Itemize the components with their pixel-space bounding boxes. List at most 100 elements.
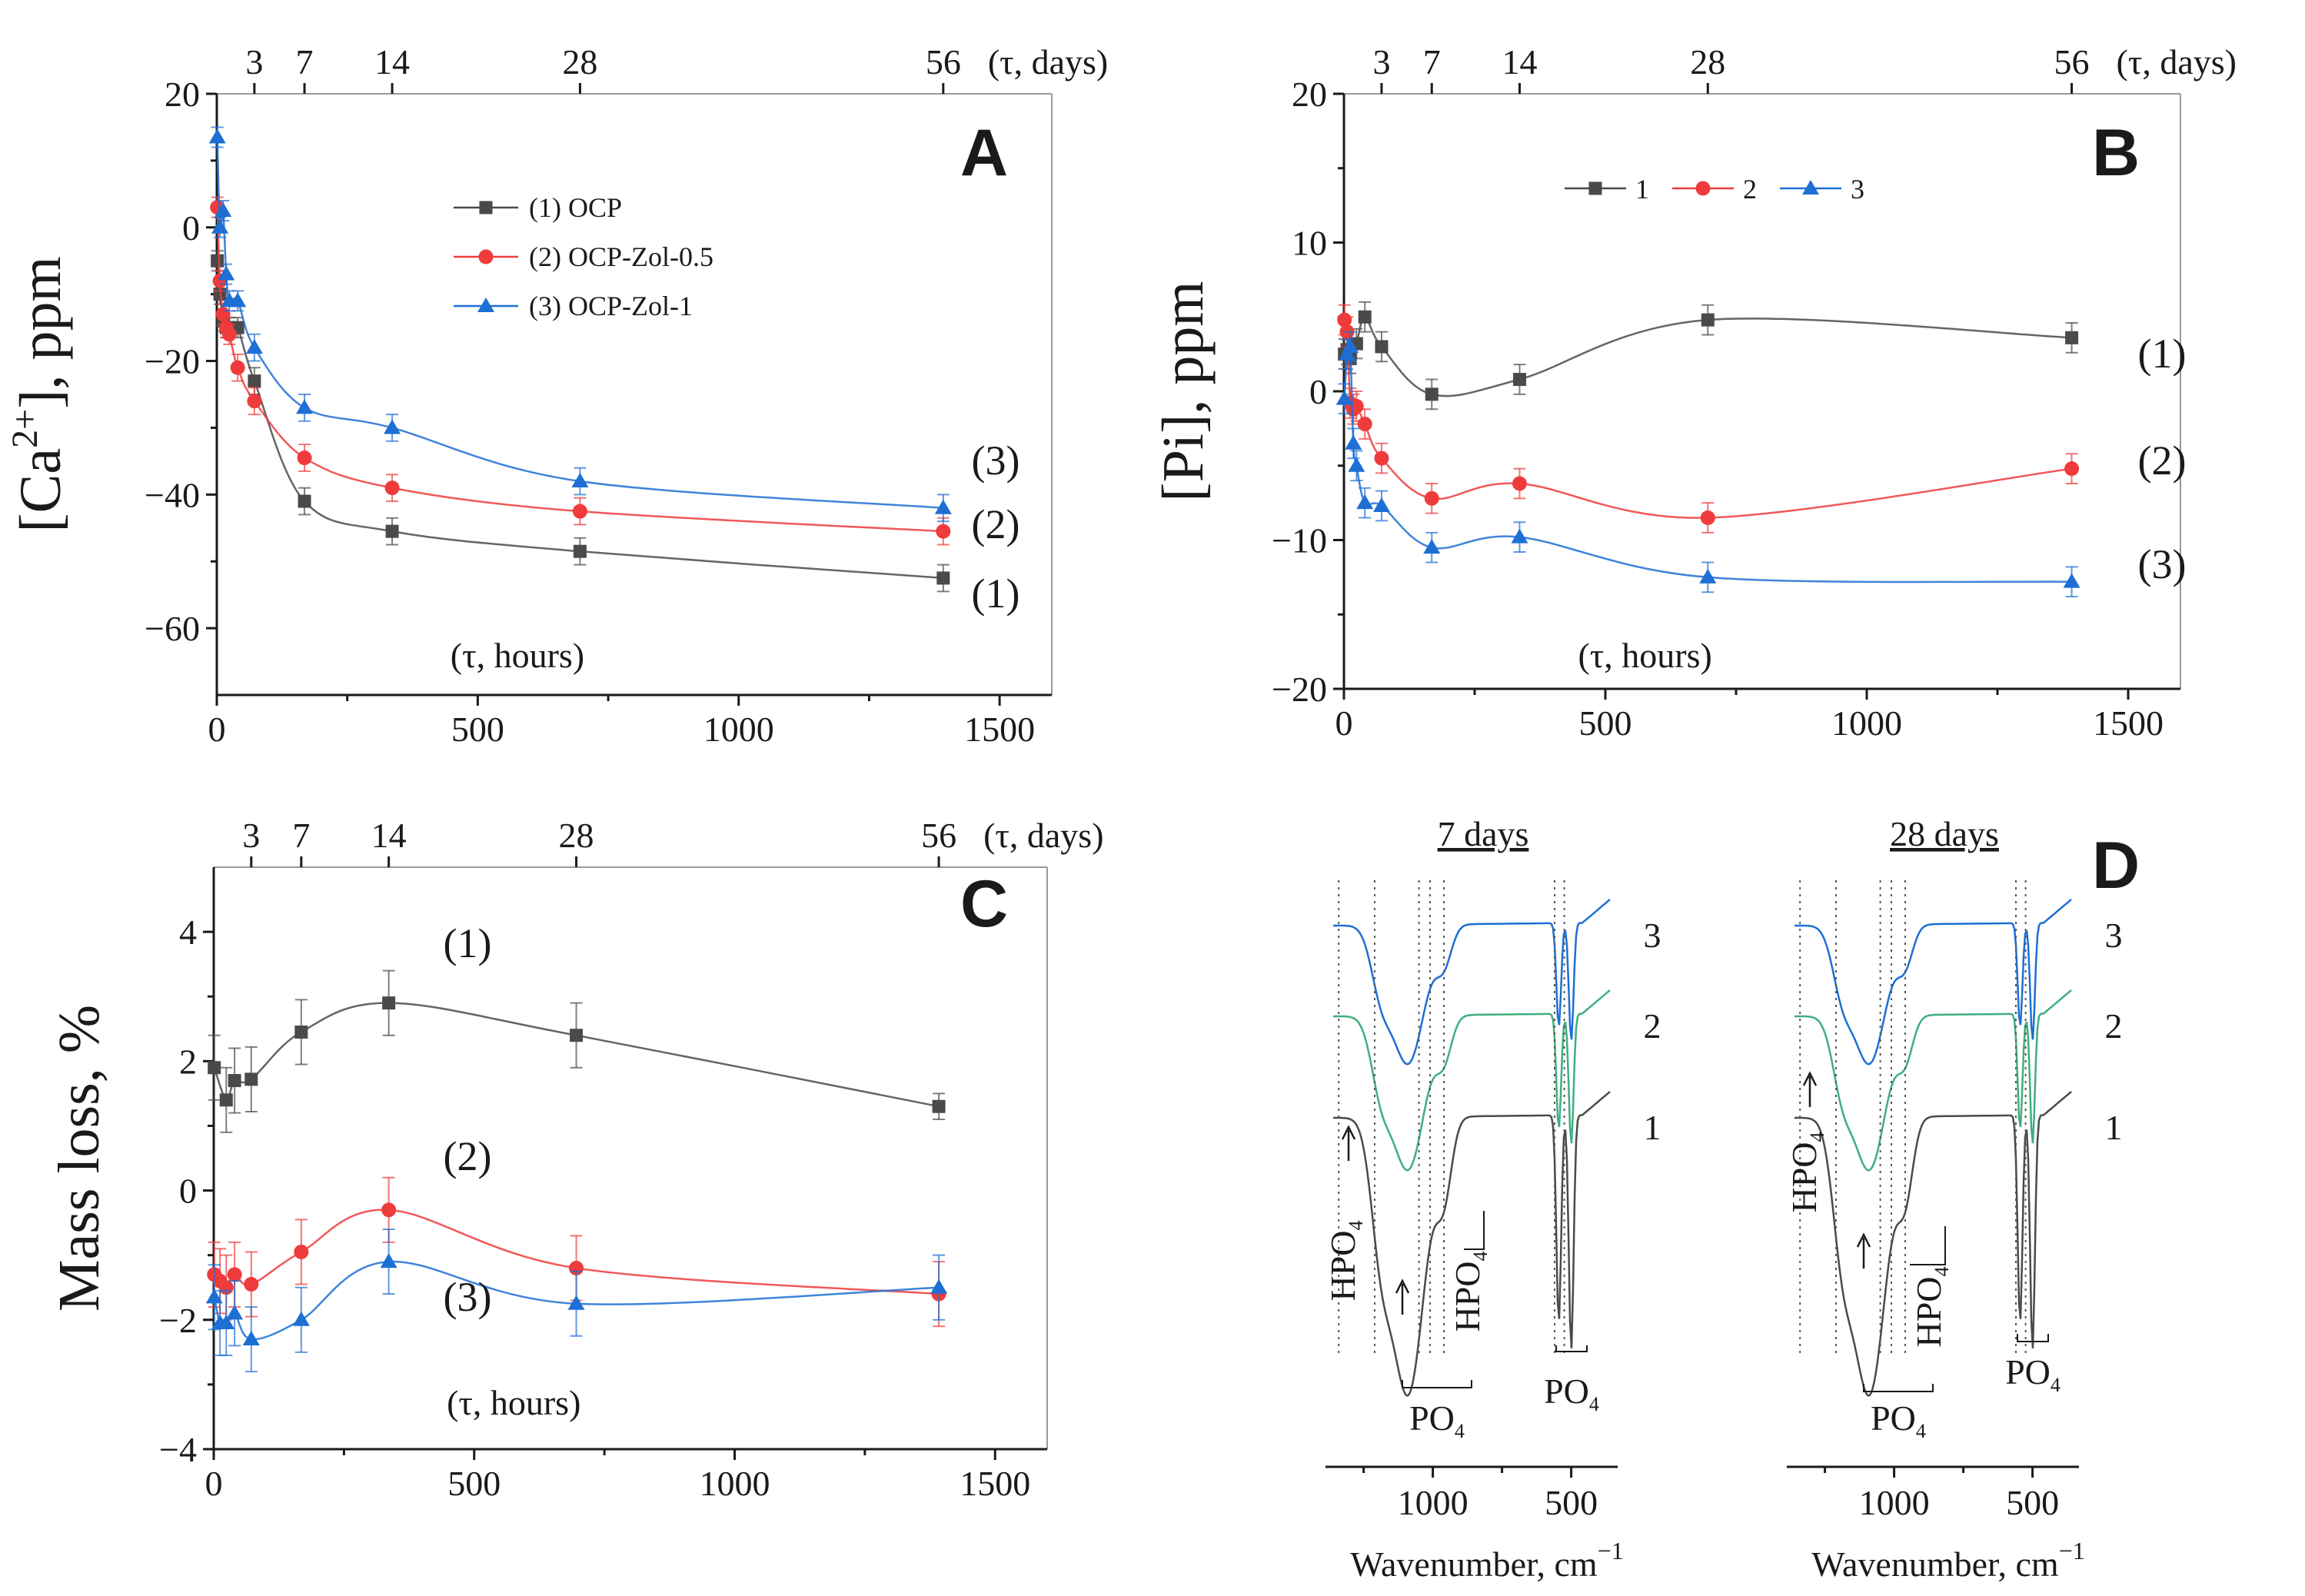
series-1 bbox=[208, 969, 946, 1133]
top-tick-label: 14 bbox=[1502, 42, 1537, 81]
data-point bbox=[1511, 528, 1528, 544]
data-point bbox=[934, 499, 952, 514]
series-tag-label: (3) bbox=[444, 1274, 492, 1320]
data-point bbox=[1342, 337, 1359, 353]
top-tick-label: 28 bbox=[562, 42, 597, 81]
po4-label: PO4 bbox=[1544, 1372, 1599, 1415]
series-3 bbox=[208, 126, 952, 523]
legend-label: (2) OCP-Zol-0.5 bbox=[529, 241, 713, 272]
data-point bbox=[1348, 457, 1365, 472]
y-tick-label: −2 bbox=[159, 1301, 197, 1340]
y-tick-label: −4 bbox=[159, 1430, 197, 1469]
y-axis-title: [Pi], ppm bbox=[1151, 281, 1216, 501]
x-tick-label: 500 bbox=[447, 1464, 501, 1503]
subplot-title: 28 days bbox=[1890, 814, 1999, 853]
data-point bbox=[1357, 417, 1372, 432]
legend-label: (1) OCP bbox=[529, 192, 622, 223]
series-tag-label: (1) bbox=[444, 920, 492, 966]
top-axis-label: (τ, days) bbox=[983, 816, 1103, 855]
panel-letter: C bbox=[960, 867, 1008, 941]
data-point bbox=[211, 218, 229, 234]
top-tick-label: 56 bbox=[2054, 42, 2090, 81]
top-tick-label: 7 bbox=[292, 816, 310, 855]
series-tag-label: (2) bbox=[972, 501, 1020, 547]
legend: 1 2 3 bbox=[1565, 174, 1864, 204]
series-line bbox=[1343, 339, 2072, 584]
top-tick-label: 3 bbox=[242, 816, 260, 855]
data-point bbox=[381, 1202, 397, 1218]
data-point bbox=[382, 996, 396, 1010]
legend-marker bbox=[477, 298, 494, 312]
x-tick-label: 1500 bbox=[964, 710, 1035, 749]
x-tick-label: 1500 bbox=[960, 1464, 1030, 1503]
bracket bbox=[1863, 1384, 1934, 1392]
data-point bbox=[932, 1099, 946, 1113]
data-point bbox=[2063, 573, 2080, 588]
panel-letter: A bbox=[960, 116, 1008, 190]
y-tick-label: −10 bbox=[1272, 521, 1327, 560]
data-point bbox=[385, 524, 399, 538]
ftir-tick-label: 1000 bbox=[1398, 1483, 1468, 1522]
legend: (1) OCP (2) OCP-Zol-0.5 (3) OCP-Zol-1 bbox=[454, 192, 713, 321]
trace-label: 3 bbox=[1644, 916, 1661, 955]
x-axis-title: (τ, hours) bbox=[447, 1383, 580, 1422]
arrow-up-icon bbox=[1856, 1232, 1871, 1268]
x-tick-label: 500 bbox=[451, 710, 504, 749]
data-point bbox=[936, 571, 950, 585]
data-point bbox=[2065, 331, 2079, 344]
po4-label: PO4 bbox=[1871, 1398, 1926, 1442]
series-3 bbox=[205, 1229, 948, 1373]
data-point bbox=[215, 202, 232, 218]
x-tick-label: 0 bbox=[205, 1464, 223, 1503]
top-tick-label: 28 bbox=[1690, 42, 1725, 81]
top-axis-label: (τ, days) bbox=[2117, 42, 2237, 81]
legend-label: 3 bbox=[1851, 174, 1864, 204]
series-tag-label: (1) bbox=[2138, 331, 2187, 377]
data-point bbox=[930, 1278, 948, 1294]
data-point bbox=[380, 1253, 397, 1268]
data-point bbox=[242, 1331, 260, 1346]
x-tick-label: 1000 bbox=[703, 710, 774, 749]
x-tick-label: 1000 bbox=[700, 1464, 770, 1503]
top-tick-label: 7 bbox=[296, 42, 314, 81]
data-point bbox=[1423, 539, 1441, 554]
ftir-trace-3 bbox=[1794, 899, 2072, 1066]
legend-marker bbox=[479, 201, 493, 214]
data-point bbox=[1425, 387, 1439, 401]
ftir-x-title: Wavenumber, cm−1 bbox=[1350, 1537, 1624, 1584]
x-tick-label: 500 bbox=[1579, 703, 1632, 743]
y-tick-label: 0 bbox=[179, 1172, 197, 1211]
trace-label: 2 bbox=[1644, 1006, 1661, 1046]
data-point bbox=[297, 451, 312, 466]
data-point bbox=[218, 265, 235, 281]
hpo4-label: HPO4 bbox=[1323, 1220, 1367, 1301]
y-axis-title: [Ca2+], ppm bbox=[5, 256, 73, 532]
x-tick-label: 0 bbox=[1335, 703, 1353, 743]
ftir-trace-3 bbox=[1333, 899, 1611, 1066]
series-line bbox=[1343, 319, 2072, 519]
bracket bbox=[1402, 1380, 1472, 1388]
data-point bbox=[384, 419, 401, 434]
bracket bbox=[1910, 1226, 1946, 1265]
legend-marker bbox=[478, 249, 494, 264]
ftir-tick-label: 500 bbox=[1545, 1483, 1598, 1522]
data-point bbox=[570, 1029, 584, 1042]
ftir-tick-label: 500 bbox=[2006, 1483, 2059, 1522]
data-point bbox=[1700, 510, 1715, 525]
y-tick-label: 0 bbox=[1309, 372, 1327, 411]
data-point bbox=[208, 1061, 221, 1075]
data-point bbox=[1512, 373, 1526, 387]
y-tick-label: 4 bbox=[179, 913, 197, 952]
y-tick-label: −40 bbox=[145, 475, 200, 514]
data-point bbox=[1339, 345, 1356, 361]
arrow-up-icon bbox=[1395, 1278, 1410, 1315]
arrow-up-icon bbox=[1341, 1125, 1356, 1161]
bracket bbox=[1464, 1211, 1485, 1250]
data-point bbox=[1358, 310, 1372, 324]
top-tick-label: 7 bbox=[1423, 42, 1441, 81]
data-point bbox=[1372, 497, 1390, 512]
data-point bbox=[244, 1277, 259, 1292]
top-tick-label: 14 bbox=[374, 42, 410, 81]
